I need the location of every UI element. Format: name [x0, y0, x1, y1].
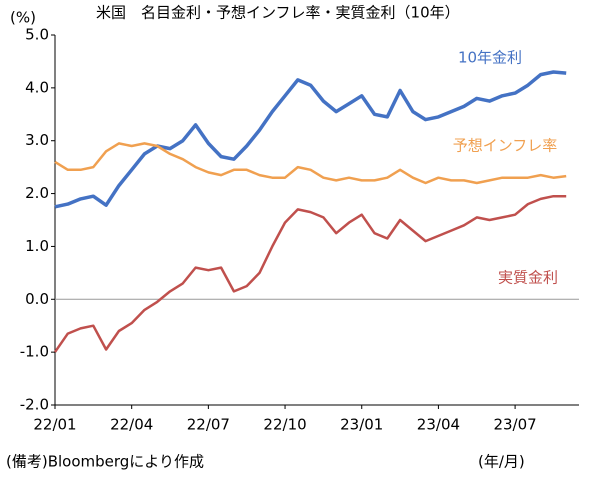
y-axis-label: (%) — [10, 9, 36, 27]
y-tick-label: 0.0 — [25, 290, 49, 308]
chart-title: 米国 名目金利・予想インフレ率・実質金利（10年） — [96, 4, 460, 22]
y-tick-label: 4.0 — [25, 78, 49, 96]
y-tick-label: 5.0 — [25, 26, 49, 44]
series-label: 10年金利 — [458, 49, 522, 67]
x-tick-label: 22/10 — [263, 416, 306, 434]
y-tick-label: 3.0 — [25, 131, 49, 149]
series-line — [53, 194, 567, 353]
x-tick-label: 23/01 — [340, 416, 383, 434]
x-tick-label: 23/04 — [417, 416, 460, 434]
x-axis-label: (年/月) — [478, 453, 525, 471]
y-tick-label: 2.0 — [25, 184, 49, 202]
series-label: 予想インフレ率 — [453, 137, 558, 155]
x-tick-label: 22/07 — [187, 416, 230, 434]
y-tick-label: 1.0 — [25, 237, 49, 255]
x-tick-label: 22/04 — [110, 416, 153, 434]
y-tick-label: -2.0 — [20, 396, 49, 414]
series-label: 実質金利 — [498, 269, 558, 287]
series-line — [54, 142, 567, 185]
source-note: (備考)Bloombergにより作成 — [6, 453, 204, 471]
y-tick-label: -1.0 — [20, 343, 49, 361]
x-tick-label: 23/07 — [493, 416, 536, 434]
x-tick-label: 22/01 — [33, 416, 76, 434]
series-line — [54, 70, 567, 209]
